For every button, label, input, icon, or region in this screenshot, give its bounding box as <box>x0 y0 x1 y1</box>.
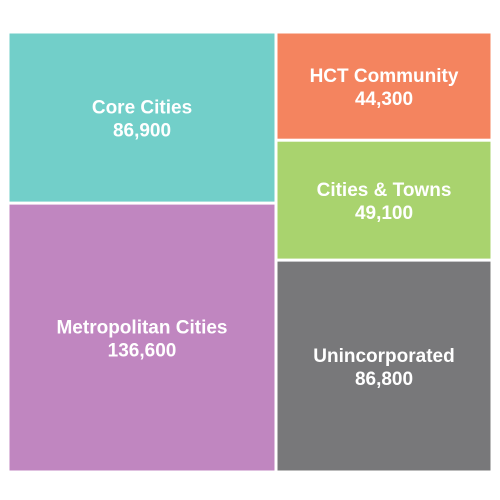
tile-value-unincorporated: 86,800 <box>355 369 413 390</box>
tile-value-metropolitan-cities: 136,600 <box>108 341 177 362</box>
tile-label-unincorporated: Unincorporated <box>313 346 454 367</box>
tile-cities-and-towns <box>277 141 491 259</box>
tile-label-hct-community: HCT Community <box>310 66 459 87</box>
tile-value-core-cities: 86,900 <box>113 121 171 142</box>
tile-core-cities <box>9 33 275 202</box>
tile-hct-community <box>277 33 491 139</box>
tile-metropolitan-cities <box>9 204 275 471</box>
tile-value-cities-and-towns: 49,100 <box>355 203 413 224</box>
tile-label-metropolitan-cities: Metropolitan Cities <box>56 318 227 339</box>
tile-unincorporated <box>277 261 491 471</box>
tile-label-cities-and-towns: Cities & Towns <box>317 180 452 201</box>
tile-label-core-cities: Core Cities <box>92 98 192 119</box>
tile-value-hct-community: 44,300 <box>355 89 413 110</box>
